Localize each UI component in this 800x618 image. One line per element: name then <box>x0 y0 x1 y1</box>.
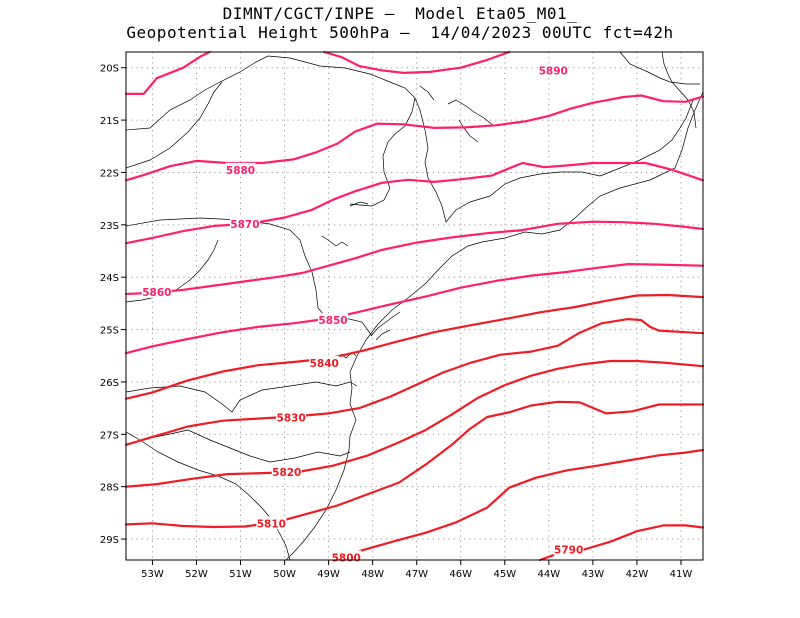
contour-label-bg-5880 <box>225 162 256 176</box>
contour-5800 <box>331 448 705 562</box>
contour-label-bg-5820 <box>271 465 302 479</box>
contour-label-5890: 5890 <box>539 65 568 77</box>
x-tick-label-11: 42W <box>626 569 649 580</box>
contour-5890 <box>124 50 211 95</box>
contour-label-bg-5840 <box>309 356 340 370</box>
state-border-es <box>599 97 695 177</box>
plot-frame <box>125 51 704 561</box>
x-tick-label-8: 45W <box>493 569 516 580</box>
state-border-ms-go <box>125 81 223 169</box>
contour-label-5850: 5850 <box>318 315 347 327</box>
contour-labels: 5890 5880 5870 5860 5850 5840 5830 5820 5810 5800… <box>141 63 584 564</box>
contour-label-5840: 5840 <box>310 358 339 370</box>
contour-label-bg-5790 <box>553 542 584 556</box>
contour-5830 <box>124 318 705 446</box>
contour-label-bg-5810 <box>256 516 287 530</box>
contour-label-5790: 5790 <box>554 545 583 557</box>
contour-label-5810: 5810 <box>257 518 286 530</box>
x-tick-label-9: 44W <box>538 569 561 580</box>
y-tick-label-0: 20S <box>100 64 119 75</box>
contour-5880 <box>124 94 705 182</box>
contour-label-5870: 5870 <box>230 219 259 231</box>
x-tick-label-4: 49W <box>317 569 340 580</box>
state-border-mg-sp <box>125 55 416 207</box>
y-tick-label-3: 23S <box>100 221 119 232</box>
contour-label-bg-5830 <box>276 410 307 424</box>
chart-title-line2: Geopotential Height 500hPa – 14/04/2023 … <box>126 23 674 42</box>
chart-title-line1: DIMNT/CGCT/INPE – Model Eta05_M01_ <box>222 4 578 23</box>
state-border-sc-pr <box>125 381 358 413</box>
contour-5870 <box>124 161 705 245</box>
contour-label-bg-5890 <box>538 63 569 77</box>
y-tick-label-6: 26S <box>100 378 119 389</box>
map-borders <box>125 51 704 561</box>
contour-label-5880: 5880 <box>226 165 255 177</box>
y-tick-label-9: 29S <box>100 535 119 546</box>
contour-label-bg-5870 <box>229 216 260 230</box>
contour-label-5800: 5800 <box>332 552 361 564</box>
contour-5860 <box>124 220 705 296</box>
contour-label-bg-5860 <box>141 284 172 298</box>
y-tick-label-2: 22S <box>100 168 119 179</box>
y-tick-label-8: 28S <box>100 483 119 494</box>
contour-label-5820: 5820 <box>272 467 301 479</box>
border-vertical-ne <box>661 51 697 129</box>
state-border-rj-mg <box>414 97 601 223</box>
x-tick-label-2: 51W <box>229 569 252 580</box>
contour-5810 <box>124 400 705 529</box>
x-tick-label-5: 48W <box>361 569 384 580</box>
contour-lines <box>124 50 705 562</box>
x-tick-label-0: 53W <box>141 569 164 580</box>
y-tick-label-4: 24S <box>100 273 119 284</box>
contour-label-bg-5850 <box>318 313 349 327</box>
y-tick-label-1: 21S <box>100 116 119 127</box>
contour-5820 <box>124 359 705 488</box>
y-tick-label-7: 27S <box>100 430 119 441</box>
y-tick-label-5: 25S <box>100 326 119 337</box>
x-tick-label-3: 50W <box>273 569 296 580</box>
contour-label-5830: 5830 <box>277 413 306 425</box>
contour-5850 <box>124 263 705 355</box>
state-border-ba-mg <box>619 51 700 85</box>
x-tick-label-12: 41W <box>670 569 693 580</box>
x-tick-label-7: 46W <box>449 569 472 580</box>
contour-5890b <box>323 50 511 74</box>
axes: 53W 52W 51W 50W 49W 48W 47W 46W 45W 44W 43W 42W 41W 2… <box>100 64 692 580</box>
x-tick-label-1: 52W <box>185 569 208 580</box>
grid-lines <box>126 52 703 560</box>
x-tick-label-10: 43W <box>582 569 605 580</box>
contour-5840 <box>124 293 705 400</box>
contour-label-5860: 5860 <box>142 287 171 299</box>
border-paraguay <box>125 239 219 303</box>
x-tick-label-6: 47W <box>405 569 428 580</box>
state-border-rs-sc <box>125 429 351 463</box>
reservoir-lakes <box>321 85 495 247</box>
border-uruguay <box>125 431 291 561</box>
coastline <box>285 91 704 561</box>
